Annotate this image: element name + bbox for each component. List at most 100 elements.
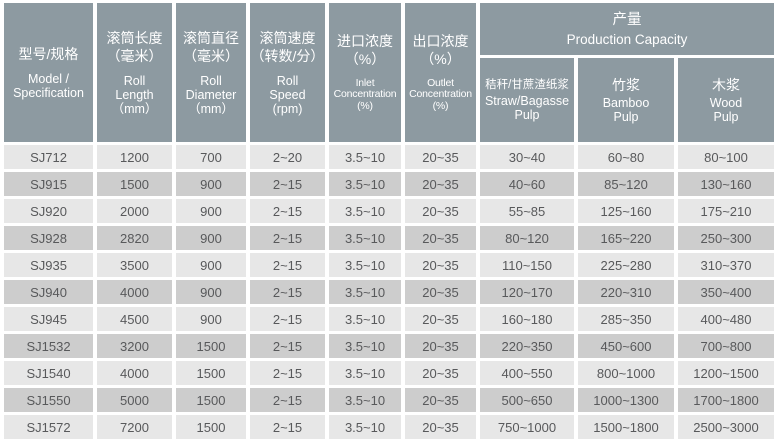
model-cell: SJ920 bbox=[4, 199, 93, 223]
table-body: SJ712 1200 700 2~20 3.5~10 20~35 30~40 60~80 80~… bbox=[4, 145, 774, 439]
header-outlet-concentration-zh: 出口浓度 （%） bbox=[412, 33, 469, 68]
value-cell: 120~170 bbox=[480, 280, 574, 304]
header-bamboo-pulp-en: Bamboo Pulp bbox=[602, 96, 650, 125]
header-inlet-concentration-en: Inlet Concentration (%) bbox=[333, 76, 397, 113]
value-cell: 2000 bbox=[97, 199, 172, 223]
header-wood-pulp-en: Wood Pulp bbox=[709, 96, 743, 125]
value-cell: 4500 bbox=[97, 307, 172, 331]
value-cell: 225~280 bbox=[578, 253, 674, 277]
value-cell: 55~85 bbox=[480, 199, 574, 223]
value-cell: 1500~1800 bbox=[578, 415, 674, 439]
value-cell: 400~550 bbox=[480, 361, 574, 385]
value-cell: 400~480 bbox=[678, 307, 774, 331]
value-cell: 7200 bbox=[97, 415, 172, 439]
value-cell: 750~1000 bbox=[480, 415, 574, 439]
value-cell: 3.5~10 bbox=[329, 334, 401, 358]
value-cell: 900 bbox=[176, 253, 246, 277]
value-cell: 2~15 bbox=[250, 172, 325, 196]
header-production-capacity-group: 产量 Production Capacity bbox=[480, 3, 774, 55]
header-roll-diameter-zh: 滚筒直径 （毫米） bbox=[183, 29, 239, 64]
value-cell: 2~15 bbox=[250, 253, 325, 277]
table-row: SJ712 1200 700 2~20 3.5~10 20~35 30~40 60~80 80~… bbox=[4, 145, 774, 169]
header-model: 型号/规格 Model / Specification bbox=[4, 3, 93, 142]
value-cell: 310~370 bbox=[678, 253, 774, 277]
header-outlet-concentration-en: Outlet Concentration (%) bbox=[409, 76, 472, 113]
value-cell: 20~35 bbox=[405, 199, 476, 223]
value-cell: 220~350 bbox=[480, 334, 574, 358]
value-cell: 1500 bbox=[176, 388, 246, 412]
value-cell: 900 bbox=[176, 172, 246, 196]
value-cell: 20~35 bbox=[405, 334, 476, 358]
table-row: SJ935 3500 900 2~15 3.5~10 20~35 110~150 225~28… bbox=[4, 253, 774, 277]
model-cell: SJ1572 bbox=[4, 415, 93, 439]
value-cell: 3500 bbox=[97, 253, 172, 277]
model-cell: SJ712 bbox=[4, 145, 93, 169]
table-row: SJ1532 3200 1500 2~15 3.5~10 20~35 220~350 450~… bbox=[4, 334, 774, 358]
value-cell: 175~210 bbox=[678, 199, 774, 223]
value-cell: 2~15 bbox=[250, 307, 325, 331]
header-roll-speed-en: Roll Speed (rpm) bbox=[269, 74, 306, 117]
value-cell: 2~15 bbox=[250, 280, 325, 304]
value-cell: 3.5~10 bbox=[329, 172, 401, 196]
value-cell: 3.5~10 bbox=[329, 388, 401, 412]
header-production-capacity-zh: 产量 bbox=[612, 12, 642, 29]
value-cell: 700 bbox=[176, 145, 246, 169]
value-cell: 3.5~10 bbox=[329, 199, 401, 223]
header-roll-speed-zh: 滚筒速度 （转数/分） bbox=[250, 29, 325, 64]
table-row: SJ945 4500 900 2~15 3.5~10 20~35 160~180 285~35… bbox=[4, 307, 774, 331]
value-cell: 700~800 bbox=[678, 334, 774, 358]
value-cell: 160~180 bbox=[480, 307, 574, 331]
value-cell: 3.5~10 bbox=[329, 415, 401, 439]
value-cell: 3.5~10 bbox=[329, 280, 401, 304]
header-row-sub: 秸秆/甘蔗渣纸浆 Straw/Bagasse Pulp 竹浆 Bamboo Pu… bbox=[4, 58, 774, 142]
table-header: 型号/规格 Model / Specification 滚筒长度 （毫米） Ro… bbox=[4, 3, 774, 142]
model-cell: SJ945 bbox=[4, 307, 93, 331]
value-cell: 85~120 bbox=[578, 172, 674, 196]
value-cell: 3.5~10 bbox=[329, 361, 401, 385]
value-cell: 20~35 bbox=[405, 307, 476, 331]
value-cell: 5000 bbox=[97, 388, 172, 412]
header-roll-diameter: 滚筒直径 （毫米） Roll Diameter （mm） bbox=[176, 3, 246, 142]
value-cell: 450~600 bbox=[578, 334, 674, 358]
value-cell: 30~40 bbox=[480, 145, 574, 169]
value-cell: 1200~1500 bbox=[678, 361, 774, 385]
value-cell: 2820 bbox=[97, 226, 172, 250]
value-cell: 80~120 bbox=[480, 226, 574, 250]
value-cell: 3.5~10 bbox=[329, 307, 401, 331]
header-inlet-concentration-zh: 进口浓度 （%） bbox=[337, 33, 393, 68]
header-roll-length-en: Roll Length （mm） bbox=[111, 74, 158, 117]
header-bamboo-pulp-zh: 竹浆 bbox=[612, 76, 640, 93]
value-cell: 2~15 bbox=[250, 415, 325, 439]
value-cell: 3.5~10 bbox=[329, 253, 401, 277]
value-cell: 60~80 bbox=[578, 145, 674, 169]
header-bamboo-pulp: 竹浆 Bamboo Pulp bbox=[578, 58, 674, 142]
value-cell: 2~15 bbox=[250, 361, 325, 385]
value-cell: 20~35 bbox=[405, 226, 476, 250]
value-cell: 285~350 bbox=[578, 307, 674, 331]
header-roll-speed: 滚筒速度 （转数/分） Roll Speed (rpm) bbox=[250, 3, 325, 142]
value-cell: 1700~1800 bbox=[678, 388, 774, 412]
header-wood-pulp: 木浆 Wood Pulp bbox=[678, 58, 774, 142]
model-cell: SJ935 bbox=[4, 253, 93, 277]
header-roll-length-zh: 滚筒长度 （毫米） bbox=[106, 29, 163, 64]
value-cell: 2~20 bbox=[250, 145, 325, 169]
value-cell: 3200 bbox=[97, 334, 172, 358]
value-cell: 3.5~10 bbox=[329, 226, 401, 250]
value-cell: 900 bbox=[176, 307, 246, 331]
value-cell: 165~220 bbox=[578, 226, 674, 250]
value-cell: 900 bbox=[176, 280, 246, 304]
header-outlet-concentration: 出口浓度 （%） Outlet Concentration (%) bbox=[405, 3, 476, 142]
value-cell: 1000~1300 bbox=[578, 388, 674, 412]
table-row: SJ940 4000 900 2~15 3.5~10 20~35 120~170 220~31… bbox=[4, 280, 774, 304]
value-cell: 20~35 bbox=[405, 172, 476, 196]
model-cell: SJ940 bbox=[4, 280, 93, 304]
value-cell: 130~160 bbox=[678, 172, 774, 196]
value-cell: 1500 bbox=[176, 361, 246, 385]
value-cell: 4000 bbox=[97, 280, 172, 304]
value-cell: 20~35 bbox=[405, 388, 476, 412]
model-cell: SJ1540 bbox=[4, 361, 93, 385]
value-cell: 20~35 bbox=[405, 253, 476, 277]
header-row-top: 型号/规格 Model / Specification 滚筒长度 （毫米） Ro… bbox=[4, 3, 774, 142]
value-cell: 1500 bbox=[97, 172, 172, 196]
table-row: SJ928 2820 900 2~15 3.5~10 20~35 80~120 165~220… bbox=[4, 226, 774, 250]
